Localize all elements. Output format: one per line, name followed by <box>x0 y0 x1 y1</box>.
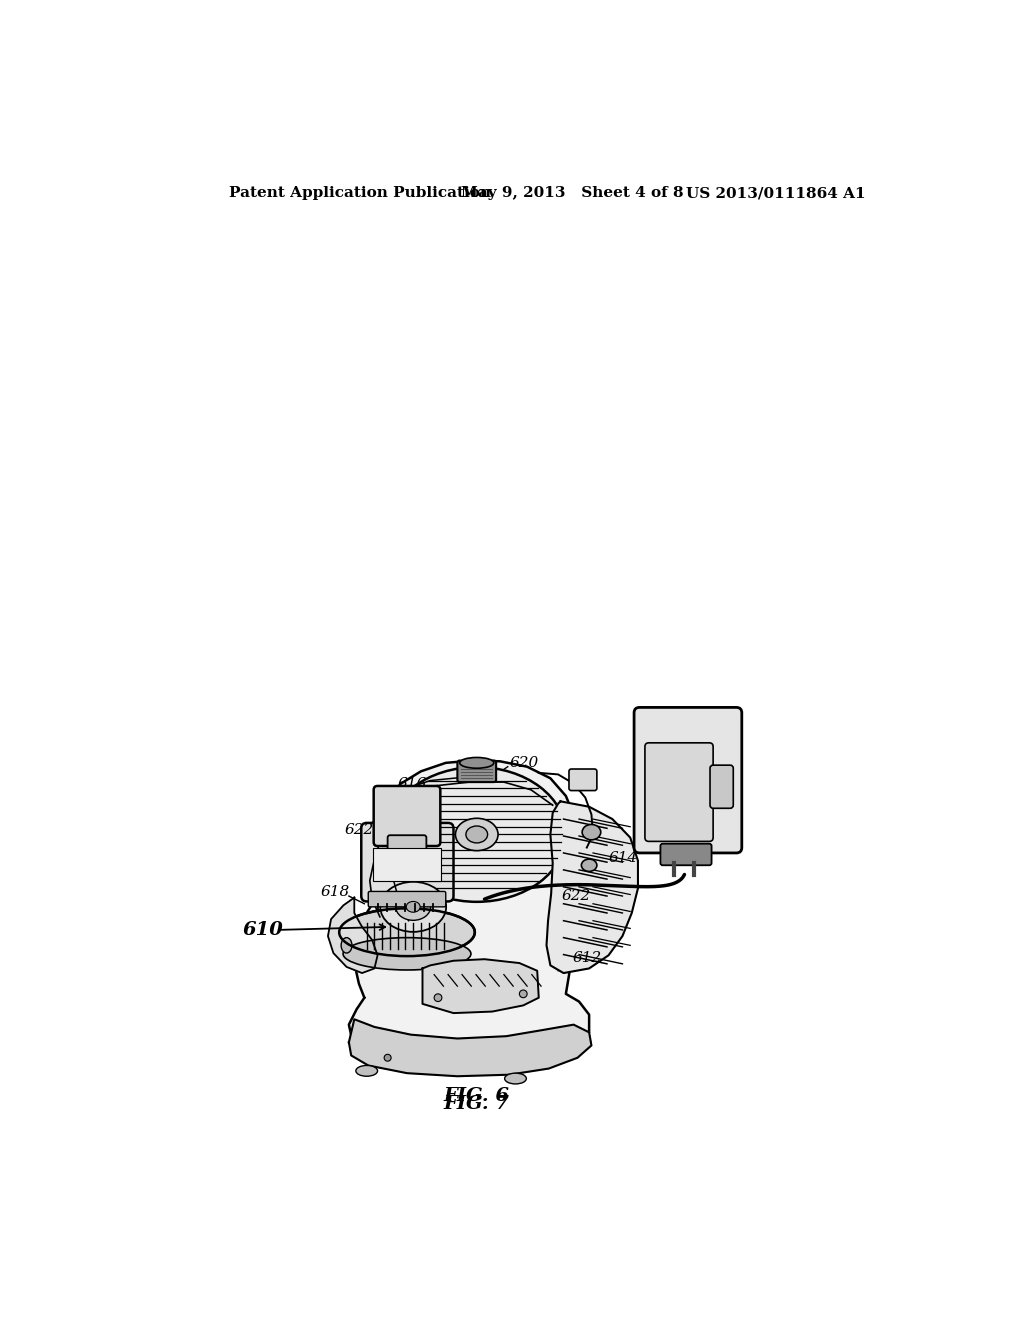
Ellipse shape <box>460 758 494 768</box>
FancyBboxPatch shape <box>374 785 440 846</box>
Text: 620: 620 <box>509 756 539 770</box>
Ellipse shape <box>339 908 475 956</box>
Text: 614: 614 <box>608 850 638 865</box>
FancyBboxPatch shape <box>458 760 496 781</box>
Text: 624: 624 <box>429 964 458 978</box>
Text: FIG. 7: FIG. 7 <box>443 1096 510 1113</box>
Polygon shape <box>547 801 638 973</box>
Ellipse shape <box>456 818 498 850</box>
FancyBboxPatch shape <box>388 836 426 854</box>
FancyBboxPatch shape <box>569 770 597 791</box>
Ellipse shape <box>341 937 352 953</box>
Text: 612: 612 <box>572 950 601 965</box>
Ellipse shape <box>582 859 597 871</box>
Text: 616: 616 <box>397 776 427 791</box>
Ellipse shape <box>466 826 487 843</box>
FancyBboxPatch shape <box>373 849 441 880</box>
FancyBboxPatch shape <box>369 891 445 907</box>
Text: FIG. 6: FIG. 6 <box>443 1088 510 1105</box>
Text: 622: 622 <box>562 890 591 903</box>
Text: May 9, 2013   Sheet 4 of 8: May 9, 2013 Sheet 4 of 8 <box>461 186 684 201</box>
Text: 618: 618 <box>321 886 349 899</box>
Ellipse shape <box>505 1073 526 1084</box>
Polygon shape <box>423 960 539 1014</box>
Text: US 2013/0111864 A1: US 2013/0111864 A1 <box>686 186 865 201</box>
Ellipse shape <box>434 994 442 1002</box>
Ellipse shape <box>380 882 446 932</box>
FancyBboxPatch shape <box>660 843 712 866</box>
FancyBboxPatch shape <box>634 708 741 853</box>
FancyBboxPatch shape <box>710 766 733 808</box>
Ellipse shape <box>388 767 566 902</box>
Polygon shape <box>349 1019 592 1076</box>
Ellipse shape <box>356 1065 378 1076</box>
Ellipse shape <box>407 902 420 912</box>
Ellipse shape <box>384 1055 391 1061</box>
FancyBboxPatch shape <box>361 822 454 902</box>
FancyBboxPatch shape <box>645 743 713 841</box>
Ellipse shape <box>395 894 431 920</box>
Ellipse shape <box>519 990 527 998</box>
Text: Patent Application Publication: Patent Application Publication <box>228 186 490 201</box>
Polygon shape <box>328 898 378 973</box>
Ellipse shape <box>583 825 601 840</box>
Ellipse shape <box>343 937 471 970</box>
Text: 622: 622 <box>345 822 374 837</box>
Text: 610: 610 <box>243 921 284 939</box>
Polygon shape <box>349 760 589 1064</box>
